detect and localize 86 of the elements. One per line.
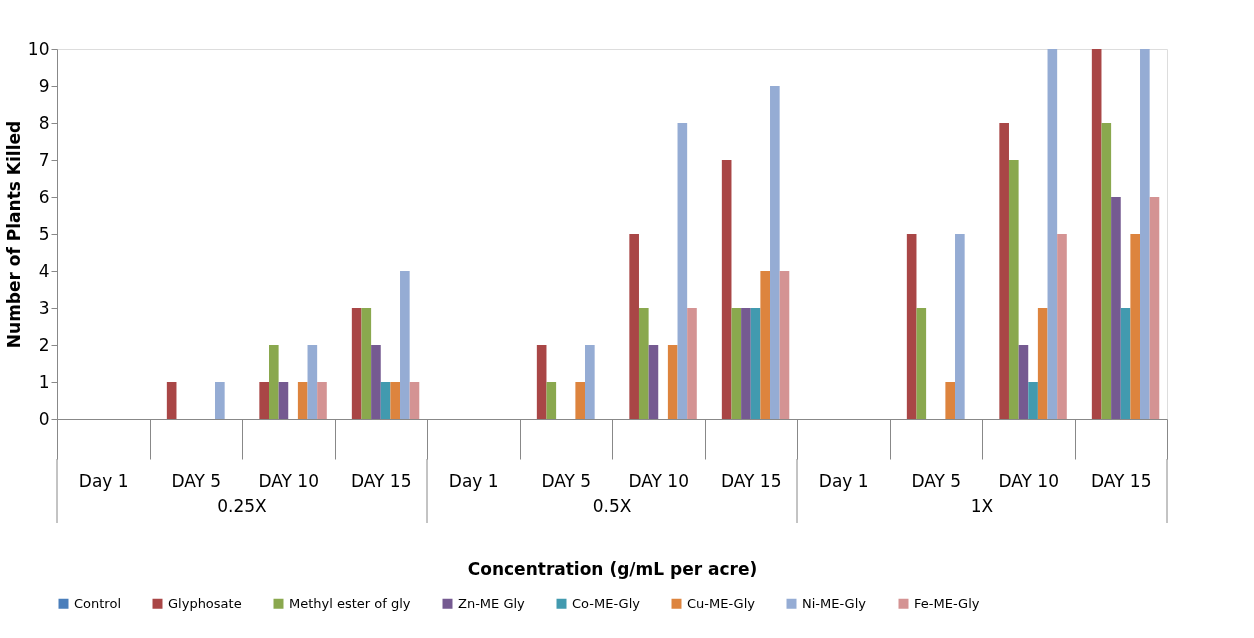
bar (1028, 382, 1038, 419)
legend-label: Zn-ME Gly (458, 595, 526, 611)
bar (731, 308, 742, 419)
bar (1008, 160, 1019, 419)
bar (629, 234, 639, 419)
bar (1130, 234, 1141, 419)
bar (307, 345, 318, 419)
y-tick-label: 10 (27, 38, 50, 59)
bar (955, 234, 965, 419)
y-tick-label: 9 (38, 75, 50, 96)
legend-label: Control (74, 595, 121, 611)
bar (1101, 123, 1112, 419)
legend-label: Fe-ME-Gly (914, 595, 980, 611)
bar (1047, 49, 1058, 419)
bar (1018, 345, 1029, 419)
y-tick-label: 0 (38, 408, 50, 429)
bar (361, 308, 372, 419)
bar (1120, 308, 1131, 419)
text: 0.5X (592, 496, 632, 516)
bar (268, 345, 279, 419)
bar (770, 86, 780, 419)
x-tick-label: DAY 10 (998, 470, 1060, 491)
bar (1091, 49, 1102, 419)
bar (400, 271, 410, 419)
bar (380, 382, 391, 419)
bar (906, 234, 917, 419)
bar (1140, 49, 1150, 419)
bar (648, 345, 659, 419)
y-tick-label: 3 (38, 297, 50, 318)
x-tick-label: Day 1 (818, 470, 869, 491)
bar (390, 382, 401, 419)
bar (721, 160, 732, 419)
bar (1057, 234, 1067, 419)
bar (546, 382, 557, 419)
bar (536, 345, 547, 419)
bar (945, 382, 956, 419)
y-tick-label: 7 (38, 149, 50, 170)
bar (687, 308, 697, 419)
text: 1X (970, 496, 994, 516)
bar (409, 382, 420, 419)
bar (585, 345, 595, 419)
legend-label: Cu-ME-Gly (687, 595, 756, 611)
x-tick-label: DAY 15 (720, 470, 782, 491)
x-tick-label: DAY 5 (541, 470, 592, 491)
legend-label: Methyl ester of gly (289, 595, 411, 611)
bar (371, 345, 381, 419)
bar (166, 382, 177, 419)
bar (779, 271, 790, 419)
y-tick-label: 6 (38, 186, 50, 207)
y-tick-label: 2 (38, 334, 50, 355)
bar (317, 382, 327, 419)
x-tick-label: DAY 15 (1090, 470, 1152, 491)
bar (667, 345, 678, 419)
bar (638, 308, 649, 419)
bar (1149, 197, 1160, 419)
x-axis-title: Concentration (g/mL per acre) (467, 558, 758, 579)
text: 0.25X (217, 496, 268, 516)
bar (741, 308, 751, 419)
x-tick-label: DAY 15 (350, 470, 412, 491)
bar (575, 382, 586, 419)
x-tick-label: DAY 10 (628, 470, 690, 491)
bar (278, 382, 289, 419)
x-tick-label: DAY 5 (171, 470, 222, 491)
bar (259, 382, 269, 419)
x-tick-label: Day 1 (78, 470, 129, 491)
bar (215, 382, 225, 419)
bar (1111, 197, 1121, 419)
x-tick-label: DAY 5 (911, 470, 962, 491)
bar (916, 308, 927, 419)
bar (999, 123, 1009, 419)
y-axis-title: Number of Plants Killed (3, 120, 24, 349)
legend-label: Ni-ME-Gly (802, 595, 867, 611)
bar (297, 382, 308, 419)
bar (760, 271, 771, 419)
y-tick-label: 1 (38, 371, 50, 392)
bar (677, 123, 688, 419)
bar (750, 308, 761, 419)
y-tick-label: 8 (38, 112, 50, 133)
legend-label: Glyphosate (168, 595, 242, 611)
bar (1037, 308, 1048, 419)
x-tick-label: Day 1 (448, 470, 499, 491)
x-tick-label: DAY 10 (258, 470, 320, 491)
y-tick-label: 4 (38, 260, 50, 281)
bar (351, 308, 362, 419)
y-tick-label: 5 (38, 223, 50, 244)
legend-label: Co-ME-Gly (572, 595, 641, 611)
